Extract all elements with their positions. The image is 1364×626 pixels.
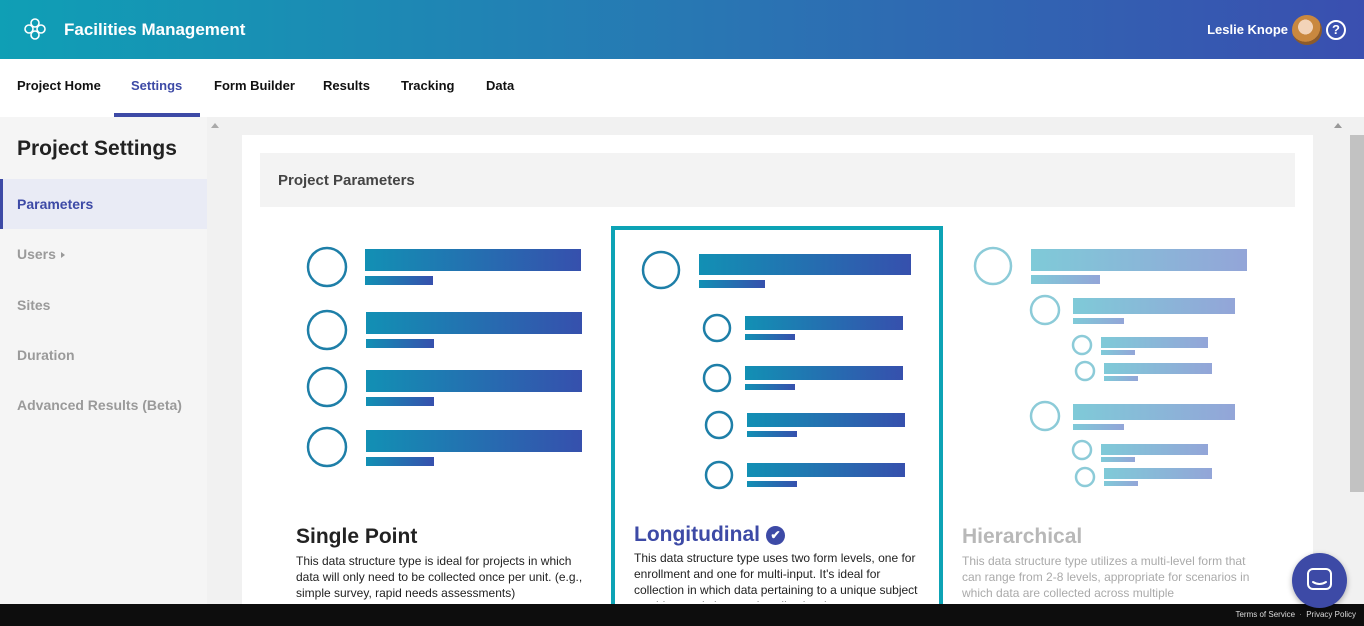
sidebar-item-label: Parameters	[17, 196, 94, 212]
top-bar: Facilities Management Leslie Knope ?	[0, 0, 1364, 59]
help-icon[interactable]: ?	[1326, 20, 1346, 40]
tab-tracking[interactable]: Tracking	[401, 78, 455, 93]
option-desc-hierarchical: This data structure type utilizes a mult…	[962, 554, 1250, 600]
tab-project-home[interactable]: Project Home	[17, 78, 101, 93]
avatar[interactable]	[1292, 15, 1322, 45]
sidebar-item-label: Duration	[17, 347, 75, 363]
user-name[interactable]: Leslie Knope	[1207, 22, 1288, 37]
footer: Terms of Service · Privacy Policy	[0, 604, 1364, 626]
option-desc-single-point: This data structure type is ideal for pr…	[296, 554, 583, 600]
option-title-longitudinal[interactable]: Longitudinal ✔	[634, 523, 785, 547]
terms-link[interactable]: Terms of Service	[1235, 610, 1296, 619]
tab-data[interactable]: Data	[486, 78, 515, 93]
sidebar-title: Project Settings	[17, 137, 177, 160]
scrollbar-thumb[interactable]	[1350, 135, 1364, 492]
longitudinal-diagram-icon	[641, 250, 911, 490]
option-title-hierarchical[interactable]: Hierarchical	[962, 525, 1083, 548]
privacy-link[interactable]: Privacy Policy	[1306, 610, 1356, 619]
option-desc-longitudinal: This data structure type uses two form l…	[634, 551, 918, 602]
sidebar-item-label: Sites	[17, 297, 51, 313]
option-title-text: Longitudinal	[634, 523, 760, 546]
sidebar-item-duration[interactable]: Duration	[0, 330, 207, 380]
section-title: Project Parameters	[278, 172, 415, 189]
tab-bar: Project Home Settings Form Builder Resul…	[0, 59, 1364, 117]
app-title: Facilities Management	[64, 20, 246, 39]
scroll-up-arrow-icon[interactable]	[211, 123, 219, 128]
sidebar-item-label: Users	[17, 246, 56, 262]
sidebar-item-parameters[interactable]: Parameters	[0, 179, 207, 229]
sidebar-item-sites[interactable]: Sites	[0, 280, 207, 330]
sidebar-item-users[interactable]: Users	[0, 229, 207, 279]
chat-button[interactable]	[1292, 553, 1347, 608]
tab-form-builder[interactable]: Form Builder	[214, 78, 295, 93]
app-logo-icon[interactable]	[22, 16, 48, 42]
sidebar-item-label: Advanced Results (Beta)	[17, 397, 182, 413]
single-point-diagram-icon[interactable]	[300, 240, 590, 476]
hierarchical-diagram-icon[interactable]	[970, 244, 1260, 494]
chat-icon	[1307, 568, 1332, 590]
tab-settings[interactable]: Settings	[113, 59, 201, 117]
checkmark-icon: ✔	[765, 526, 785, 545]
tab-results[interactable]: Results	[323, 78, 370, 93]
scroll-up-arrow-icon[interactable]	[1334, 123, 1342, 128]
caret-right-icon	[60, 252, 65, 259]
sidebar-item-advanced-results[interactable]: Advanced Results (Beta)	[0, 380, 207, 430]
footer-links: Terms of Service · Privacy Policy	[1235, 610, 1356, 619]
option-title-single-point[interactable]: Single Point	[296, 525, 418, 548]
card-header	[260, 153, 1295, 207]
sidebar: Project Settings Parameters Users Sites …	[0, 117, 207, 604]
